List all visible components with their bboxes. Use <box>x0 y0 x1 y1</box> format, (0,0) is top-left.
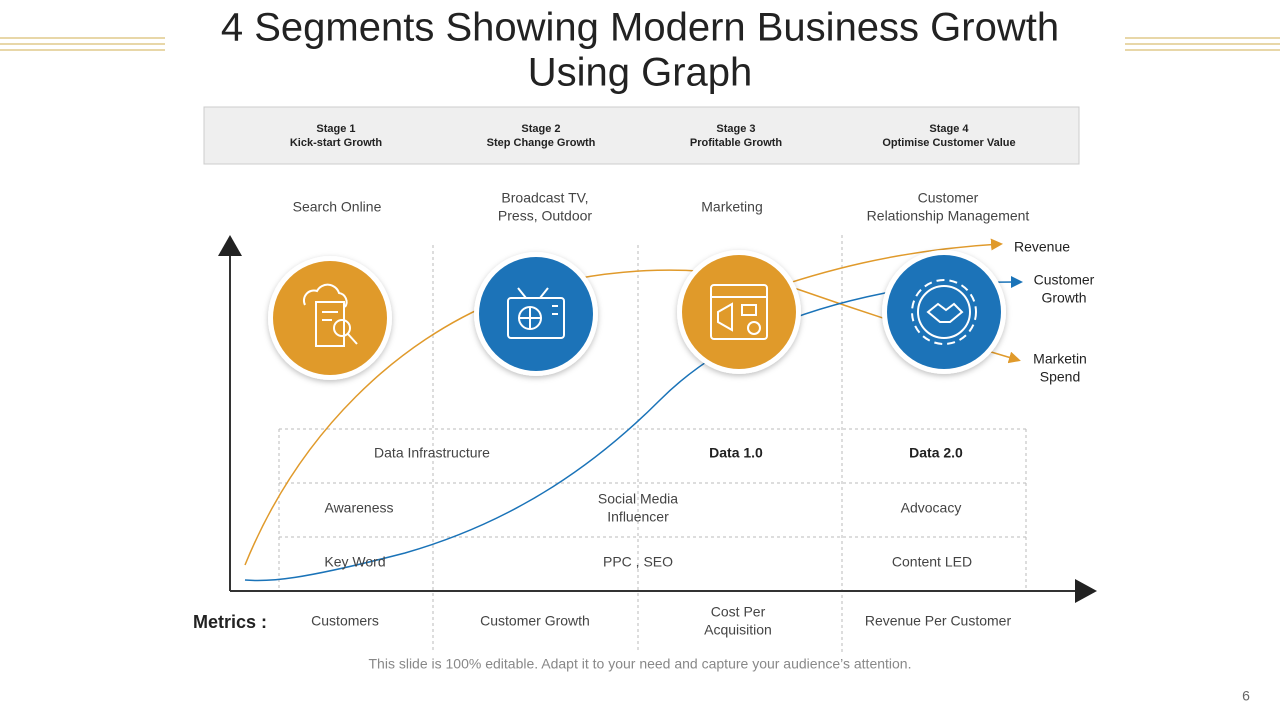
channel: Broadcast TV, <box>501 190 588 206</box>
table-cell: Content LED <box>892 554 972 570</box>
stage-label: Stage 4 <box>929 123 969 135</box>
metrics-label: Metrics : <box>193 612 267 632</box>
grid <box>278 235 1027 652</box>
channel: Press, Outdoor <box>498 208 592 224</box>
stage-name: Step Change Growth <box>487 137 596 149</box>
channel: Customer <box>918 190 979 206</box>
metric: Acquisition <box>704 622 772 638</box>
metric: Revenue Per Customer <box>865 613 1012 629</box>
title: 4 Segments Showing Modern Business Growt… <box>221 6 1059 50</box>
stage-label: Stage 1 <box>316 123 355 135</box>
stage-label: Stage 2 <box>521 123 560 135</box>
stage-name: Kick-start Growth <box>290 137 383 149</box>
channel: Search Online <box>293 199 382 215</box>
table-cell: Key Word <box>324 554 385 570</box>
metric: Cost Per <box>711 604 766 620</box>
curve-label: Growth <box>1041 290 1086 306</box>
table-cell: Influencer <box>607 509 669 525</box>
table-cell: Data Infrastructure <box>374 445 490 461</box>
curve-label: Customer <box>1034 272 1095 288</box>
table-cell: Data 2.0 <box>909 445 963 461</box>
table-cell: Awareness <box>324 500 393 516</box>
title: Using Graph <box>528 51 753 95</box>
stage-label: Stage 3 <box>716 123 755 135</box>
curve-label: Revenue <box>1014 239 1070 255</box>
page-number: 6 <box>1242 688 1250 704</box>
channel: Marketing <box>701 199 762 215</box>
stage-bar <box>203 106 1080 165</box>
stage-name: Profitable Growth <box>690 137 783 149</box>
table-cell: Social Media <box>598 491 678 507</box>
channel: Relationship Management <box>867 208 1030 224</box>
metric: Customers <box>311 613 379 629</box>
metric: Customer Growth <box>480 613 590 629</box>
icon-glyphs <box>302 279 977 347</box>
stage-icons <box>268 250 1006 380</box>
table-cell: PPC , SEO <box>603 554 673 570</box>
curve-label: Spend <box>1040 369 1080 385</box>
stage-name: Optimise Customer Value <box>882 137 1015 149</box>
footer-note: This slide is 100% editable. Adapt it to… <box>369 656 912 672</box>
curve-label: Marketin <box>1033 351 1087 367</box>
table-cell: Data 1.0 <box>709 445 763 461</box>
axes <box>218 235 1097 603</box>
table-cell: Advocacy <box>901 500 962 516</box>
decor-lines <box>0 37 1280 51</box>
